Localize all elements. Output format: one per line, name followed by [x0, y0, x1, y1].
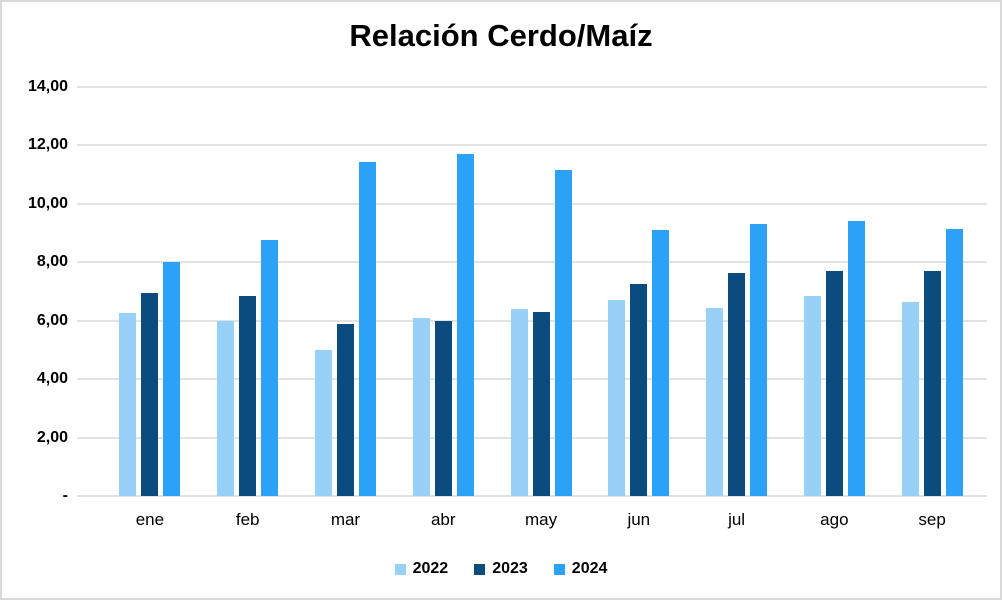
bar-2024-sep: [945, 228, 963, 496]
bar-2024-jul: [750, 224, 768, 496]
x-axis-label-jun: jun: [627, 510, 651, 529]
y-tick-label-4: 4,00: [36, 370, 68, 388]
legend-swatch-2022: [394, 563, 406, 575]
legend-item-2022: 2022: [394, 560, 449, 578]
x-axis-label-ago: ago: [820, 510, 849, 529]
legend-swatch-2024: [553, 563, 565, 575]
legend-label-2022: 2022: [412, 560, 449, 577]
bar-2023-feb: [239, 295, 257, 496]
gridline-y-10: [77, 202, 987, 205]
bar-group-may: [492, 87, 590, 496]
bar-2024-ago: [847, 221, 865, 496]
bar-2023-ago: [825, 271, 843, 496]
bar-2024-abr: [456, 154, 474, 496]
bar-2022-jun: [608, 300, 626, 496]
bar-2024-jun: [652, 230, 670, 496]
x-axis-label-sep: sep: [918, 510, 946, 529]
bar-group-mar: [297, 87, 395, 496]
y-tick-label-8: 8,00: [36, 253, 68, 271]
x-axis-label-may: may: [524, 510, 558, 529]
bar-2023-may: [532, 311, 550, 496]
bar-2023-sep: [923, 271, 941, 496]
y-tick-label-6: 6,00: [36, 311, 68, 329]
y-tick-label-10: 10,00: [27, 194, 68, 212]
chart-title: Relación Cerdo/Maíz: [349, 18, 653, 53]
bar-group-ago: [785, 87, 883, 496]
bar-2024-mar: [358, 161, 376, 496]
bar-2024-may: [554, 170, 572, 496]
bar-group-jun: [590, 87, 688, 496]
y-tick-label-0: -: [62, 487, 68, 504]
legend-label-2023: 2023: [492, 560, 528, 577]
x-axis-label-ene: ene: [135, 510, 165, 529]
legend: 2022 2023 2024: [2, 560, 1000, 578]
bar-2023-abr: [434, 320, 452, 496]
gridline-y-12: [77, 144, 987, 147]
y-tick-label-12: 12,00: [27, 136, 68, 154]
y-tick-label-2: 2,00: [36, 428, 68, 446]
gridline-y-8: [77, 261, 987, 264]
bar-2022-mar: [314, 349, 332, 496]
bar-group-sep: [883, 87, 981, 496]
bars-container: [101, 87, 981, 496]
bar-group-jul: [688, 87, 786, 496]
x-axis-label-mar: mar: [330, 510, 361, 529]
bar-2022-ene: [119, 313, 137, 496]
bar-2023-ene: [141, 292, 159, 496]
gridline-y-0: [77, 495, 987, 497]
x-axis-label-feb: feb: [235, 510, 260, 529]
legend-label-2024: 2024: [571, 560, 608, 577]
bar-2023-mar: [336, 323, 354, 496]
gridline-y-4: [77, 378, 987, 381]
bar-2022-jul: [706, 307, 724, 496]
y-axis: 14,00 12,00 10,00 8,00 6,00 4,00 2,00 -: [2, 78, 68, 504]
legend-item-2024: 2024: [553, 560, 608, 578]
bar-2023-jul: [728, 272, 746, 496]
y-tick-label-14: 14,00: [27, 78, 68, 95]
bar-2022-feb: [217, 320, 235, 496]
x-axis: ene feb mar abr may jun jul ago sep: [101, 510, 981, 530]
x-axis-label-abr: abr: [430, 510, 456, 529]
bar-2023-jun: [630, 284, 648, 496]
bar-2022-abr: [412, 317, 430, 496]
bar-2022-may: [510, 309, 528, 496]
legend-item-2023: 2023: [474, 560, 528, 578]
bar-2022-sep: [901, 301, 919, 496]
bar-2022-ago: [803, 295, 821, 496]
bar-2024-ene: [163, 262, 181, 496]
gridline-y-14: [77, 86, 987, 88]
gridline-y-2: [77, 436, 987, 439]
gridline-y-6: [77, 319, 987, 322]
bar-group-feb: [199, 87, 297, 496]
bar-2024-feb: [261, 240, 279, 496]
x-axis-label-jul: jul: [728, 510, 746, 529]
bar-group-ene: [101, 87, 199, 496]
plot-area: [77, 86, 987, 497]
legend-swatch-2023: [474, 563, 486, 575]
bar-group-abr: [394, 87, 492, 496]
